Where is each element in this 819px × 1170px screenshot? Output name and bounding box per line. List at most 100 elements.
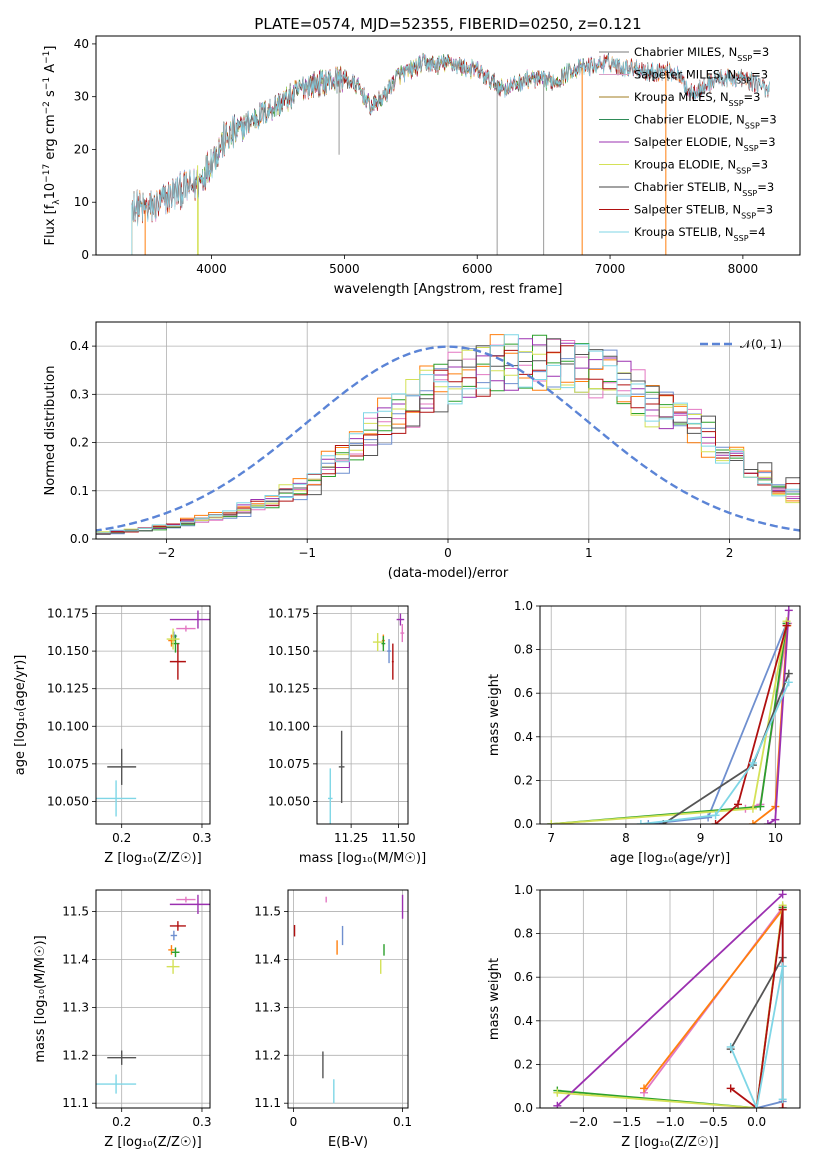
weight-marker-salpeter_stelib bbox=[778, 905, 787, 914]
axes-overlay: 0.2 0.3 11.1 11.2 11.3 11.4 11.5 Z [log₁₀(Z/Z☉)… bbox=[33, 889, 212, 1150]
x-tick-label: 11.50 bbox=[381, 831, 415, 845]
y-axis-label-part: −2 bbox=[42, 101, 52, 114]
panel-age_vs_z: 0.2 0.3 10.050 10.075 10.100 10.125 10.150 10.1… bbox=[13, 605, 212, 866]
y-tick-label: 0.2 bbox=[514, 1057, 533, 1071]
legend-label: Kroupa MILES, NSSP=3 bbox=[634, 90, 760, 108]
y-tick-label: 10.175 bbox=[268, 607, 310, 621]
x-axis-label: (data-model)/error bbox=[388, 566, 509, 581]
legend-suffix: =3 bbox=[760, 113, 777, 127]
legend-label: Kroupa ELODIE, NSSP=3 bbox=[634, 158, 768, 176]
y-axis-label: Normed distribution bbox=[43, 366, 58, 496]
y-axis-label-part: s bbox=[43, 90, 58, 101]
x-tick-label: 0.2 bbox=[112, 1115, 131, 1129]
axes-frame bbox=[95, 35, 801, 256]
y-axis-label: mass weight bbox=[487, 958, 502, 1040]
y-tick-label: 11.1 bbox=[62, 1096, 89, 1110]
legend-sub: SSP bbox=[745, 121, 760, 130]
weight-marker-chabrier_miles bbox=[704, 813, 713, 822]
axes-overlay: −2.0 −1.5 −1.0 −0.5 0.0 0.0 0.2 0.4 0.6 0.8 1.0 Z [… bbox=[487, 883, 801, 1150]
legend-sub: SSP bbox=[737, 54, 752, 63]
legend-text: Chabrier MILES, N bbox=[634, 45, 737, 59]
y-tick-label: 0.0 bbox=[514, 1101, 533, 1115]
weight-marker-chabrier_stelib bbox=[784, 669, 793, 678]
y-tick-label: 11.2 bbox=[254, 1048, 281, 1062]
axes-frame bbox=[316, 605, 409, 825]
x-tick-label: 0 bbox=[290, 1115, 298, 1129]
panel-mass_weight_vs_age: 7 8 9 10 0.0 0.2 0.4 0.6 0.8 1.0 age [log₁₀(age/yr… bbox=[487, 599, 801, 866]
legend-label: Chabrier STELIB, NSSP=3 bbox=[634, 180, 774, 198]
axes-frame bbox=[287, 889, 409, 1109]
weight-marker-kroupa_stelib bbox=[778, 1095, 787, 1104]
legend-sub: SSP bbox=[729, 99, 744, 108]
y-tick-label: 40 bbox=[74, 37, 89, 51]
weight-marker-kroupa_stelib bbox=[726, 1042, 735, 1051]
x-axis-label: wavelength [Angstrom, rest frame] bbox=[334, 282, 563, 297]
y-tick-label: 10.150 bbox=[268, 644, 310, 658]
legend-text: Salpeter ELODIE, N bbox=[634, 135, 744, 149]
x-tick-label: 0.2 bbox=[112, 831, 131, 845]
y-tick-label: 11.4 bbox=[62, 952, 89, 966]
y-axis-label-part: erg cm bbox=[43, 114, 58, 163]
weight-marker-salpeter_elodie bbox=[553, 1101, 562, 1108]
y-tick-label: 10.075 bbox=[268, 757, 310, 771]
x-tick-label: 7 bbox=[547, 831, 555, 845]
panel-residuals: −2 −1 0 1 2 0.0 0.1 0.2 0.3 0.4 (data-model)/error… bbox=[43, 321, 801, 581]
legend-suffix: =3 bbox=[752, 45, 769, 59]
axes-overlay: 0 0.1 11.1 11.2 11.3 11.4 11.5 E(B-V) bbox=[254, 889, 412, 1150]
panel-mass_vs_ebv: 0 0.1 11.1 11.2 11.3 11.4 11.5 E(B-V) bbox=[254, 889, 412, 1150]
weight-line-kroupa_elodie bbox=[551, 621, 788, 824]
weight-line-chabrier_elodie bbox=[551, 623, 788, 824]
x-tick-label: −1 bbox=[298, 546, 316, 560]
x-tick-label: 0.3 bbox=[192, 831, 211, 845]
legend-text: Chabrier STELIB, N bbox=[634, 180, 742, 194]
weight-marker-kroupa_elodie bbox=[547, 820, 556, 824]
plot-area bbox=[131, 52, 770, 255]
legend-label: Salpeter STELIB, NSSP=3 bbox=[634, 203, 773, 221]
x-tick-label: −2.0 bbox=[569, 1115, 598, 1129]
y-tick-label: 10.150 bbox=[47, 644, 89, 658]
x-axis-label: Z [log₁₀(Z/Z☉)] bbox=[104, 851, 201, 866]
y-tick-label: 10.175 bbox=[47, 607, 89, 621]
weight-line-salpeter_elodie bbox=[556, 893, 784, 1107]
y-tick-label: 11.5 bbox=[254, 905, 281, 919]
legend-sub: SSP bbox=[741, 211, 756, 220]
panel-mass_weight_vs_z: −2.0 −1.5 −1.0 −0.5 0.0 0.0 0.2 0.4 0.6 0.8 1.0 Z [… bbox=[487, 883, 801, 1150]
y-tick-label: 0.4 bbox=[514, 1014, 533, 1028]
y-tick-label: 0.4 bbox=[70, 339, 89, 353]
y-tick-label: 11.4 bbox=[254, 952, 281, 966]
y-tick-label: 0.8 bbox=[514, 927, 533, 941]
weight-marker-kroupa_stelib bbox=[784, 678, 793, 687]
weight-marker-kroupa_stelib bbox=[636, 820, 645, 824]
weight-marker-kroupa_stelib bbox=[752, 1104, 761, 1108]
weight-marker-salpeter_stelib bbox=[711, 820, 720, 824]
legend-label: Chabrier ELODIE, NSSP=3 bbox=[634, 113, 777, 131]
x-axis-label: Z [log₁₀(Z/Z☉)] bbox=[621, 1135, 718, 1150]
x-tick-label: 8 bbox=[622, 831, 630, 845]
y-axis-label-part: A bbox=[43, 64, 58, 77]
weight-marker-kroupa_miles bbox=[748, 820, 757, 824]
y-axis-label-part: ] bbox=[43, 46, 58, 51]
legend-suffix: =3 bbox=[756, 203, 773, 217]
gaussian-reference-curve bbox=[96, 345, 800, 532]
y-tick-label: 10.050 bbox=[268, 794, 310, 808]
x-tick-label: −1.0 bbox=[655, 1115, 684, 1129]
weight-marker-salpeter_stelib bbox=[726, 1084, 735, 1093]
y-axis-label: age [log₁₀(age/yr)] bbox=[13, 655, 28, 776]
weight-marker-kroupa_stelib bbox=[748, 758, 757, 767]
weight-marker-kroupa_elodie bbox=[748, 804, 757, 813]
y-axis-label-part: Flux [f bbox=[43, 204, 58, 245]
panel-spectrum: 4000 5000 6000 7000 8000 0 10 20 30 40 wavelength … bbox=[42, 35, 801, 297]
weight-marker-salpeter_stelib bbox=[733, 800, 742, 809]
y-tick-label: 10.100 bbox=[268, 719, 310, 733]
legend-sub: SSP bbox=[744, 144, 759, 153]
plot-area bbox=[553, 890, 787, 1108]
y-tick-label: 0.8 bbox=[514, 643, 533, 657]
x-tick-label: 1 bbox=[585, 546, 593, 560]
legend-suffix: =4 bbox=[749, 225, 766, 239]
weight-marker-kroupa_miles bbox=[640, 1084, 648, 1093]
x-tick-label: 8000 bbox=[728, 262, 759, 276]
y-tick-label: 0.0 bbox=[70, 532, 89, 546]
weight-marker-kroupa_stelib bbox=[711, 811, 720, 820]
